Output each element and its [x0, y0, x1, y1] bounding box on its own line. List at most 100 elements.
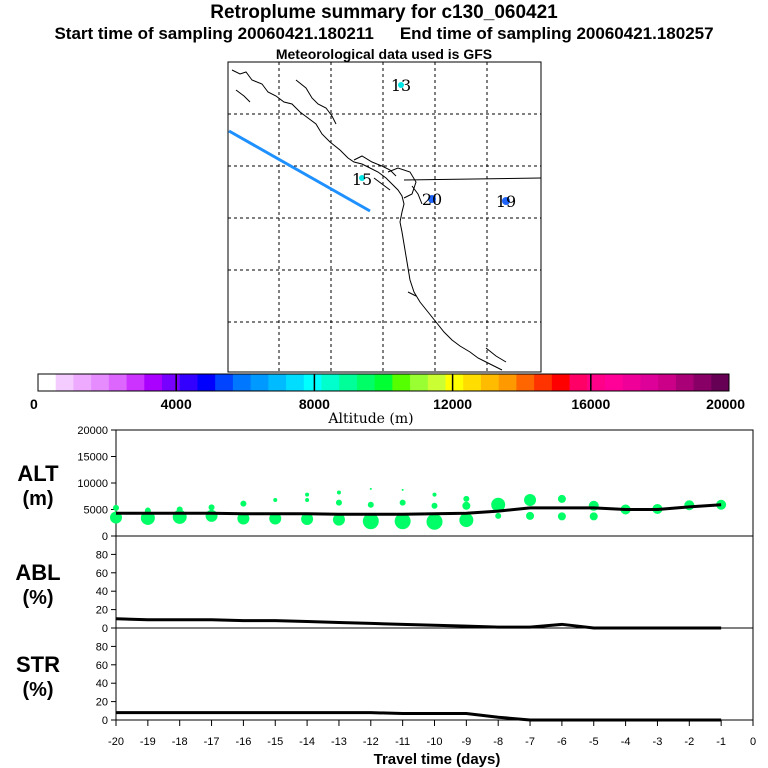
panel-unit-label: (m) [22, 488, 53, 510]
marker-dot-13 [398, 82, 404, 88]
panel-str: 0 20 40 60 80 STR(%) [16, 627, 754, 727]
plume-trajectory-line [228, 129, 371, 213]
colorbar-cell [232, 374, 252, 391]
colorbar-cell [534, 374, 553, 391]
colorbar-cell [321, 374, 340, 391]
x-axis-label: Travel time (days) [374, 751, 501, 768]
x-tick-label: -3 [653, 736, 663, 748]
altitude-dot [462, 501, 471, 510]
altitude-dot [367, 501, 374, 508]
colorbar-cell [480, 374, 500, 391]
colorbar-cell [622, 374, 641, 391]
altitude-dot [557, 494, 566, 503]
colorbar-ticks: 0 4000 8000 12000 16000 20000 [30, 374, 745, 412]
altitude-dot [524, 493, 537, 506]
altitude-dot [426, 513, 443, 530]
colorbar-cell [569, 374, 588, 391]
y-tick-label: 10000 [77, 478, 108, 490]
x-tick-label: -19 [140, 736, 156, 748]
colorbar-cell [392, 374, 411, 391]
met-data-label: Meteorological data used is GFS [275, 46, 493, 62]
colorbar-cell [179, 374, 198, 391]
chart-title: Retroplume summary for c130_060421 [210, 2, 558, 23]
colorbar-cell [587, 374, 606, 391]
colorbar-tick-label: 4000 [161, 396, 192, 412]
colorbar-cell [73, 374, 92, 391]
x-tick-label: -5 [589, 736, 599, 748]
altitude-dot [589, 512, 598, 521]
altitude-dot [526, 511, 535, 520]
colorbar-tick-label: 16000 [571, 396, 610, 412]
x-tick-label: -16 [235, 736, 251, 748]
altitude-colorbar: 0 4000 8000 12000 16000 20000 Altitude (m) [30, 373, 745, 427]
colorbar-cell [498, 374, 517, 391]
colorbar-tick-label: 8000 [299, 396, 330, 412]
colorbar-cell [640, 374, 659, 391]
altitude-dot [335, 499, 342, 506]
colorbar-tick-label: 0 [30, 396, 38, 412]
marker-label-15: 15 [352, 170, 372, 189]
panel-label: ALT [17, 461, 59, 486]
colorbar-tick-label: 12000 [433, 396, 472, 412]
panel-label: STR [16, 652, 60, 677]
colorbar-cell [339, 374, 358, 391]
colorbar-cell [197, 374, 216, 391]
y-tick-label: 15000 [77, 452, 108, 464]
y-tick-label: 80 [96, 641, 108, 653]
altitude-dot [237, 512, 250, 525]
colorbar-cell [658, 374, 677, 391]
colorbar-cell [250, 374, 269, 391]
altitude-dot [394, 513, 411, 530]
altitude-dot [208, 504, 215, 511]
y-tick-label: 60 [96, 568, 108, 580]
marker-label-20: 20 [422, 190, 442, 209]
colorbar-cell [268, 374, 287, 391]
altitude-dot [176, 506, 183, 513]
x-tick-label: -6 [557, 736, 567, 748]
panel-frame [115, 627, 754, 721]
x-tick-label: -8 [493, 736, 503, 748]
x-tick-label: -11 [395, 736, 410, 748]
x-tick-label: -14 [299, 736, 315, 748]
colorbar-tick-label: 20000 [706, 396, 745, 412]
map-frame [227, 61, 542, 373]
colorbar-cell [286, 374, 305, 391]
colorbar-cell [38, 374, 57, 391]
altitude-dot [491, 497, 506, 512]
colorbar-cell [144, 374, 163, 391]
colorbar-cell [215, 374, 234, 391]
colorbar-cell [551, 374, 571, 391]
sampling-times: Start time of sampling 20060421.180211 En… [0, 24, 768, 44]
altitude-dot [432, 492, 437, 497]
panel-label: ABL [15, 560, 60, 585]
altitude-dot [305, 497, 310, 502]
marker-dot-15 [359, 175, 365, 181]
x-tick-label: -7 [525, 736, 535, 748]
map-panel: 13 15 20 19 [227, 61, 542, 373]
panel-alt: 0 5000 10000 15000 20000 ALT(m) [17, 425, 754, 543]
colorbar-cell [126, 374, 145, 391]
colorbar-cell [303, 374, 322, 391]
altitude-dot [336, 490, 341, 495]
x-tick-label: -4 [621, 736, 631, 748]
marker-label-19: 19 [496, 192, 516, 211]
marker-dot-20 [428, 195, 436, 203]
x-tick-label: 0 [750, 736, 756, 748]
colorbar-cell [445, 374, 464, 391]
x-tick-label: -15 [267, 736, 283, 748]
altitude-dot [269, 512, 282, 525]
marker-label-13: 13 [391, 76, 411, 95]
y-tick-label: 0 [102, 531, 108, 543]
colorbar-cell [356, 374, 376, 391]
y-tick-label: 40 [96, 586, 108, 598]
colorbar-cell [410, 374, 429, 391]
end-time-label: End time of sampling 20060421.180257 [399, 24, 714, 43]
x-tick-label: -10 [427, 736, 443, 748]
altitude-dot [369, 487, 372, 490]
series-line-alt [116, 503, 722, 516]
y-tick-label: 0 [102, 715, 108, 727]
altitude-dot [332, 513, 345, 526]
y-tick-label: 20 [96, 605, 108, 617]
altitude-dot [301, 513, 314, 526]
